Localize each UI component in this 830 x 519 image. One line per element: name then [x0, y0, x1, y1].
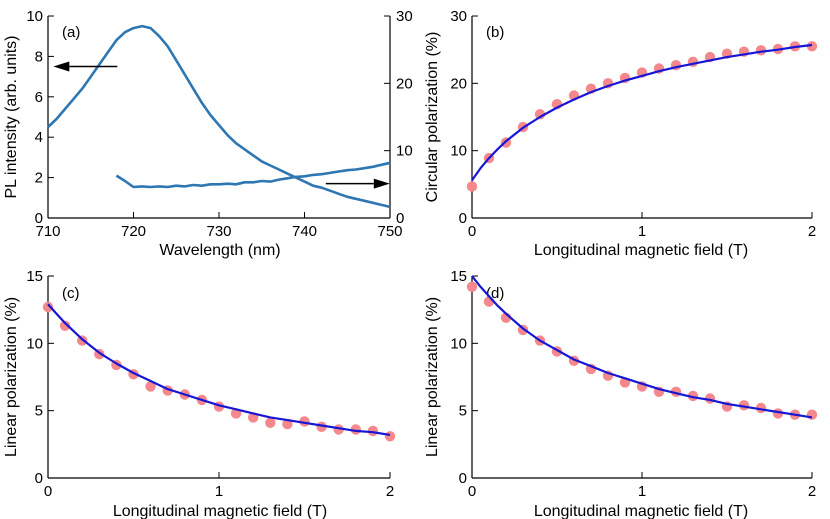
panel-b-y-tick-label: 20	[450, 75, 467, 92]
panel-d-xlabel: Longitudinal magnetic field (T)	[534, 503, 748, 519]
panel-a-series-polarization	[115, 161, 391, 189]
panel-a-x-tick-label: 750	[377, 223, 402, 240]
panel-c-data-point	[265, 417, 276, 428]
panel-a-x-tick-label: 710	[35, 223, 60, 240]
panel-b-ylabel: Circular polarization (%)	[424, 32, 441, 203]
panel-a-y2-tick-label: 10	[396, 143, 413, 160]
panel-a-x-tick-label: 730	[206, 223, 231, 240]
panel-c-y-tick-label: 5	[35, 403, 43, 420]
panel-d-x-tick-label: 2	[808, 483, 816, 500]
panel-a-y-tick-label: 6	[35, 89, 43, 106]
panel-b-x-tick-label: 1	[638, 223, 646, 240]
panel-a-y-tick-label: 0	[35, 210, 43, 227]
panel-b-label: (b)	[486, 24, 504, 41]
panel-c-data-point	[59, 320, 71, 331]
panel-c-fit-line	[47, 303, 391, 436]
panel-c-xlabel: Longitudinal magnetic field (T)	[113, 503, 327, 519]
panel-b-data-point	[806, 41, 818, 52]
panel-b-y-tick-label: 30	[450, 8, 467, 25]
panel-d-data-point	[806, 409, 818, 420]
panel-b-y-tick-label: 10	[450, 143, 467, 160]
panel-b-fit-line	[471, 43, 813, 181]
panel-b-data-point	[466, 181, 478, 192]
panel-a-y2-tick-label: 30	[396, 8, 413, 25]
panel-b-x-tick-label: 0	[468, 223, 476, 240]
panel-a-x-tick-label: 720	[121, 223, 146, 240]
panel-a-y2-tick-label: 0	[396, 210, 404, 227]
panel-a-xlabel: Wavelength (nm)	[159, 242, 280, 259]
panel-c-ylabel: Linear polarization (%)	[3, 297, 20, 457]
panel-a-label: (a)	[62, 24, 80, 41]
panel-d-x-tick-label: 1	[638, 483, 646, 500]
panel-c-y-tick-label: 15	[26, 268, 43, 285]
panel-a-y-tick-label: 4	[35, 129, 43, 146]
panel-a-ylabel: PL intensity (arb. units)	[3, 35, 20, 198]
panel-a-y2-tick-label: 20	[396, 75, 413, 92]
panel-a-arrow-left-head	[53, 61, 70, 72]
panel-c-data-point	[42, 301, 54, 313]
panel-c-label: (c)	[62, 285, 80, 302]
panel-c-data-point	[145, 381, 156, 392]
panel-b-data-point	[534, 109, 546, 120]
panel-c-x-tick-label: 1	[215, 483, 223, 500]
panel-c-y-tick-label: 0	[35, 470, 43, 487]
panel-d-y-tick-label: 0	[459, 470, 467, 487]
panel-b-xlabel: Longitudinal magnetic field (T)	[534, 242, 748, 259]
panel-b-x-tick-label: 2	[808, 223, 816, 240]
panel-a-series-pl-intensity	[47, 24, 391, 209]
panel-c-data-point	[384, 431, 396, 442]
panel-a-y-tick-label: 8	[35, 48, 43, 65]
panel-c-x-tick-label: 0	[44, 483, 52, 500]
panel-c-y-tick-label: 10	[26, 335, 43, 352]
panel-d-y-tick-label: 5	[459, 403, 467, 420]
panel-b-y-tick-label: 0	[459, 210, 467, 227]
panel-c-x-tick-label: 2	[386, 483, 394, 500]
panel-d-ylabel: Linear polarization (%)	[424, 297, 441, 457]
panel-a-y-tick-label: 10	[26, 8, 43, 25]
panel-a-y-tick-label: 2	[35, 170, 43, 187]
panel-d-y-tick-label: 15	[450, 268, 467, 285]
panel-d-fit-line	[471, 275, 813, 419]
panel-d-x-tick-label: 0	[468, 483, 476, 500]
panel-d-y-tick-label: 10	[450, 335, 467, 352]
panel-a-x-tick-label: 740	[292, 223, 317, 240]
panel-d-data-point	[466, 281, 478, 292]
panel-a-arrow-right-head	[373, 178, 390, 189]
